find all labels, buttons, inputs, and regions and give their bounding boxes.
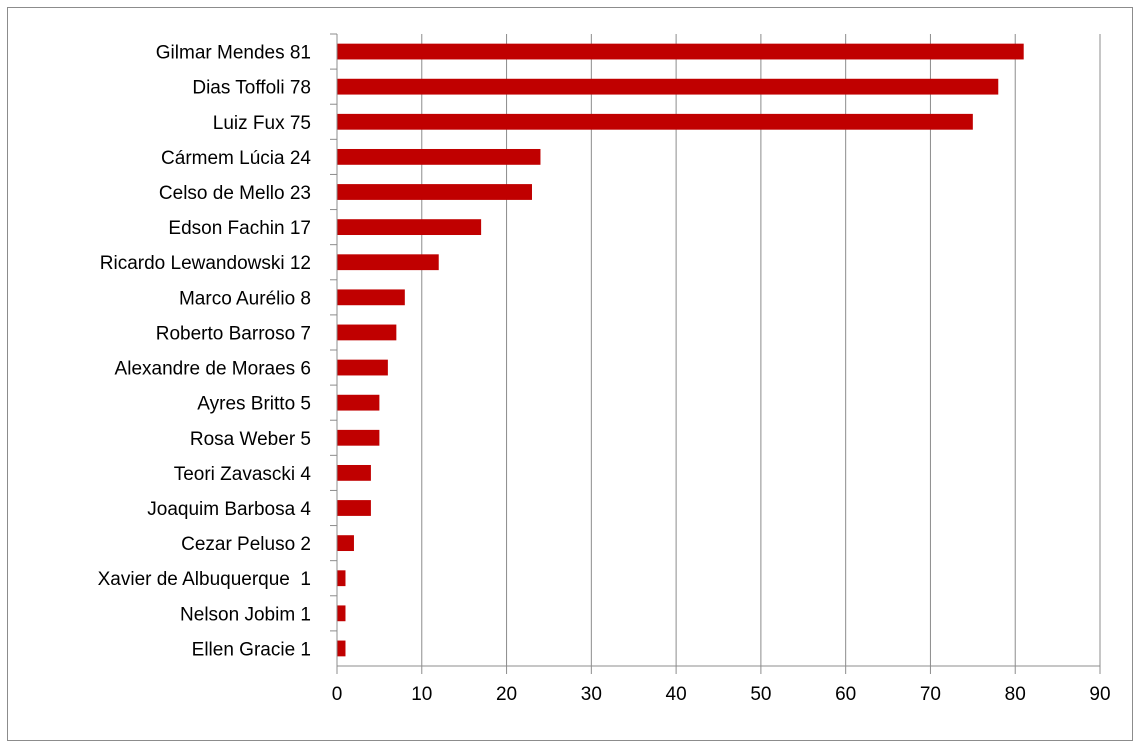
- labels: 0 10 20 30 40 50 60 70 80 90 Gilmar Mendes 81 Dias …: [98, 43, 1111, 705]
- bar: [337, 184, 532, 200]
- category-label: Dias Toffoli 78: [192, 78, 311, 99]
- category-label: Edson Fachin 17: [168, 218, 311, 239]
- bar: [337, 640, 346, 657]
- bar: [337, 324, 397, 341]
- category-label: Ellen Gracie 1: [192, 639, 311, 660]
- category-label: Cármem Lúcia 24: [161, 148, 311, 169]
- grid-lines: [421, 34, 1101, 666]
- x-tick-label: 30: [581, 684, 602, 705]
- x-tick-label: 50: [750, 684, 771, 705]
- category-label: Celso de Mello 23: [159, 183, 311, 204]
- category-label: Cezar Peluso 2: [181, 534, 311, 555]
- bar: [337, 289, 405, 306]
- x-tick-label: 60: [835, 684, 856, 705]
- category-label: Joaquim Barbosa 4: [147, 499, 311, 520]
- bar: [337, 113, 973, 130]
- category-label: Roberto Barroso 7: [156, 323, 311, 344]
- bar: [337, 78, 999, 95]
- bar: [337, 43, 1024, 60]
- bar: [337, 359, 388, 376]
- bar: [337, 605, 346, 622]
- x-tick-label: 0: [332, 684, 343, 705]
- category-label: Gilmar Mendes 81: [156, 43, 311, 64]
- bar: [337, 219, 482, 236]
- bar: [337, 394, 380, 411]
- x-tick-label: 80: [1005, 684, 1026, 705]
- bar: [337, 148, 541, 165]
- x-tick-label: 40: [666, 684, 687, 705]
- x-tick-label: 70: [920, 684, 941, 705]
- category-label: Ayres Britto 5: [197, 394, 311, 415]
- bar: [337, 500, 371, 516]
- bar: [337, 254, 439, 271]
- x-tick-label: 90: [1089, 684, 1110, 705]
- x-tick-label: 20: [496, 684, 517, 705]
- category-label: Alexandre de Moraes 6: [115, 359, 311, 380]
- bar: [337, 570, 346, 587]
- axes: [330, 33, 1101, 674]
- category-label: Ricardo Lewandowski 12: [100, 253, 311, 274]
- bar: [337, 429, 380, 446]
- bar: [337, 535, 354, 552]
- category-label: Xavier de Albuquerque 1: [98, 569, 311, 590]
- x-tick-label: 10: [411, 684, 432, 705]
- bars: [337, 43, 1024, 657]
- category-label: Teori Zavascki 4: [174, 464, 312, 485]
- bar: [337, 464, 371, 481]
- category-label: Luiz Fux 75: [213, 113, 311, 134]
- category-label: Nelson Jobim 1: [180, 604, 311, 625]
- category-label: Marco Aurélio 8: [179, 288, 311, 309]
- category-label: Rosa Weber 5: [190, 429, 311, 450]
